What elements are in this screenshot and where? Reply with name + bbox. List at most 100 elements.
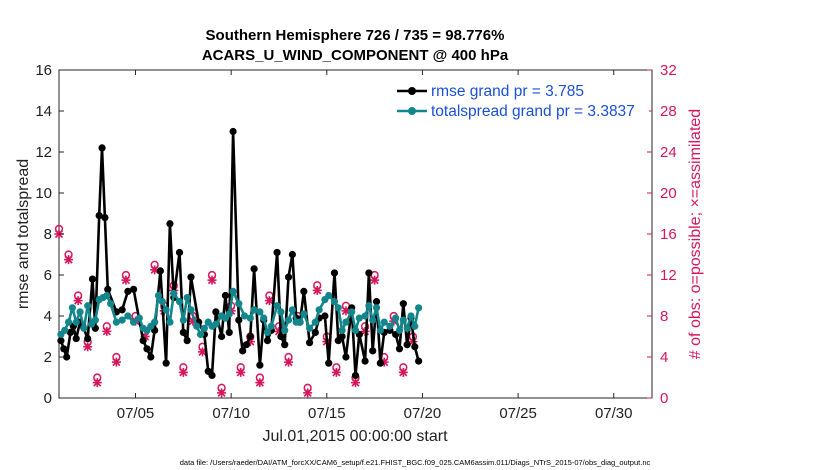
totalspread-point [175,298,184,306]
totalspread-point [296,318,304,326]
totalspread-point [399,316,407,324]
totalspread-point [112,318,120,326]
totalspread-point [355,314,363,322]
rmse-point [147,353,155,361]
totalspread-point [154,291,163,300]
totalspread-point [300,310,308,318]
totalspread-point [386,322,394,330]
totalspread-point [118,316,126,324]
x-tick-label: 07/25 [499,405,537,422]
totalspread-point [229,287,237,295]
totalspread-point [365,302,373,310]
obs-assimilated-point [284,357,294,367]
totalspread-point [342,318,350,326]
totalspread-point [376,326,384,334]
totalspread-point [225,310,233,318]
y-right-tick-label: 24 [660,144,677,161]
y-tick-label: 2 [44,349,52,366]
totalspread-point [380,318,388,326]
y-right-tick-label: 20 [660,185,677,202]
obs-assimilated-point [150,265,160,275]
totalspread-point [64,318,73,326]
obs-assimilated-point [83,342,93,352]
obs-assimilated-point [255,378,265,388]
rmse-point [225,328,233,336]
totalspread-point [124,312,132,320]
x-axis-label: Jul.01,2015 00:00:00 start [262,428,448,445]
rmse-point [325,359,333,367]
totalspread-point [183,293,191,302]
rmse-point [277,332,285,341]
totalspread-point [334,304,342,312]
totalspread-point [187,306,195,314]
rmse-point [104,285,112,293]
rmse-point [369,347,377,355]
totalspread-point [338,326,346,334]
rmse-point [66,328,75,336]
rmse-point [395,345,404,353]
totalspread-point [196,330,205,339]
y-right-tick-label: 4 [660,349,668,366]
totalspread-point [407,312,415,320]
totalspread-point [273,302,281,310]
y-tick-label: 14 [35,103,52,120]
rmse-point [98,144,106,152]
x-tick-label: 07/20 [404,405,442,422]
totalspread-point [61,326,69,334]
totalspread-point [372,304,381,312]
totalspread-point [76,308,84,316]
rmse-point [229,127,237,136]
totalspread-point [315,306,323,314]
x-tick-label: 07/30 [595,405,633,422]
rmse-point [281,341,289,349]
rmse-point [124,287,132,295]
y-right-tick-label: 16 [660,226,677,243]
rmse-point [250,265,258,273]
rmse-point [246,332,254,341]
rmse-point [221,291,230,300]
rmse-point [376,359,384,367]
rmse-point [284,273,293,281]
totalspread-point [72,318,80,326]
totalspread-point [80,324,88,332]
rmse-point [118,306,126,314]
totalspread-point [284,316,293,324]
rmse-point [63,353,71,361]
rmse-point [372,298,381,306]
obs-assimilated-point [303,388,313,398]
totalspread-point [325,291,333,300]
rmse-point [311,328,319,336]
rmse-point [208,371,216,380]
totalspread-point [288,306,296,314]
obs-assimilated-point [398,367,408,377]
totalspread-point [193,322,201,330]
totalspread-point [200,324,208,332]
rmse-point [300,287,308,295]
series-layer [57,127,423,380]
totalspread-point [246,314,254,322]
chart-title-line1: Southern Hemisphere 726 / 735 = 98.776% [206,27,505,44]
rmse-point [361,357,369,365]
rmse-point [305,339,314,347]
y-axis-right-label: # of obs: o=possible; ×=assimilated [687,109,704,359]
obs-assimilated-point [111,357,121,367]
rmse-point [256,361,264,369]
totalspread-point [256,308,264,316]
y-tick-label: 16 [35,62,52,79]
totalspread-point [240,312,249,320]
totalspread-point [151,318,159,326]
y-tick-label: 10 [35,185,52,202]
rmse-point [130,285,138,293]
obs-assimilated-point [73,296,83,306]
obs-assimilated-point [370,275,380,285]
rmse-point [139,337,147,345]
rmse-point [162,359,170,367]
legend-box [392,80,649,122]
y-right-tick-label: 32 [660,62,677,79]
rmse-point [415,357,423,365]
totalspread-point [403,324,411,332]
footnote: data file: /Users/raeder/DAI/ATM_forcXX/… [180,458,651,467]
obs-assimilated-point [351,378,360,388]
totalspread-point [158,298,166,306]
